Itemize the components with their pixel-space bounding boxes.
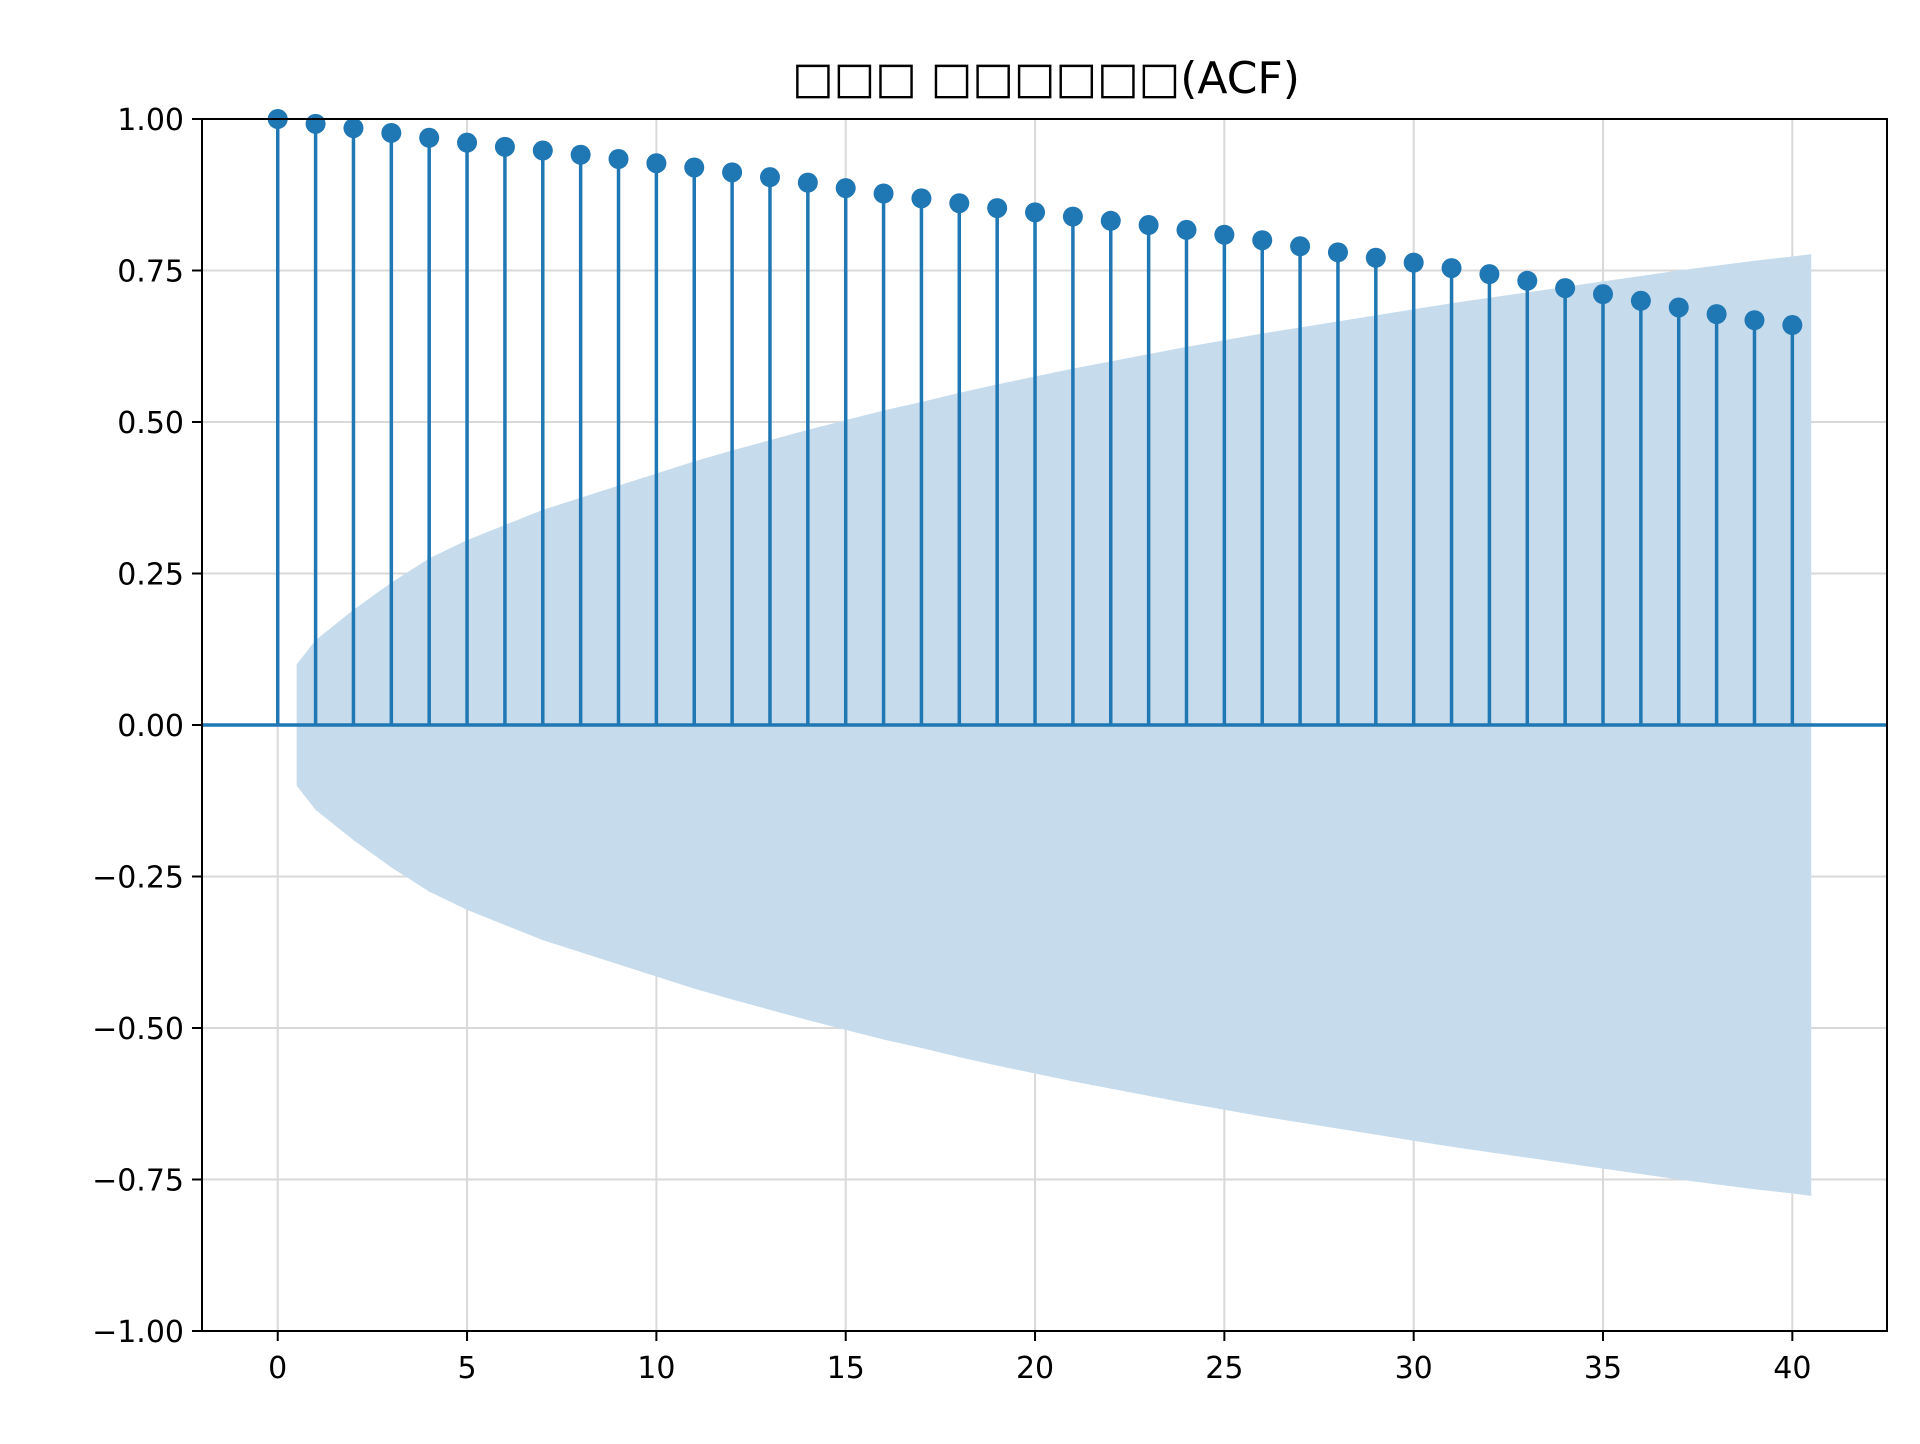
y-tick-label: 0.75	[117, 255, 184, 290]
x-tick-label: 15	[827, 1351, 865, 1386]
y-tick-label: 0.50	[117, 406, 184, 441]
y-tick-label: −0.50	[92, 1012, 184, 1047]
x-tick-label: 25	[1205, 1351, 1243, 1386]
x-tick-label: 40	[1773, 1351, 1811, 1386]
stem-marker-lag-1	[305, 113, 326, 134]
ticks-layer: 0 5 10 15 20 25 30 35 40 1.00 0.75 0.50 0.25 0.00 −0.2…	[92, 103, 1811, 1386]
stem-marker-lag-34	[1555, 278, 1576, 299]
stem-marker-lag-40	[1782, 315, 1803, 336]
stem-marker-lag-13	[759, 167, 780, 188]
stem-marker-lag-6	[494, 136, 515, 157]
stem-marker-lag-26	[1252, 230, 1273, 251]
stem-marker-lag-30	[1403, 252, 1424, 273]
y-tick-label: 1.00	[117, 103, 184, 138]
stem-marker-lag-15	[835, 178, 856, 199]
stem-marker-lag-3	[381, 122, 402, 143]
y-tick-label: 0.00	[117, 709, 184, 744]
stem-marker-lag-19	[987, 198, 1008, 219]
stem-marker-lag-39	[1744, 310, 1765, 331]
stem-marker-lag-35	[1593, 284, 1614, 305]
stem-marker-lag-18	[949, 193, 970, 214]
x-tick-label: 35	[1584, 1351, 1622, 1386]
y-tick-label: −1.00	[92, 1315, 184, 1350]
x-tick-label: 5	[458, 1351, 477, 1386]
stem-marker-lag-9	[608, 148, 629, 169]
stems-layer	[267, 109, 1803, 725]
stem-marker-lag-2	[343, 118, 364, 139]
stem-marker-lag-20	[1025, 202, 1046, 223]
y-tick-label: −0.25	[92, 861, 184, 896]
stem-marker-lag-23	[1138, 215, 1159, 236]
stem-marker-lag-25	[1214, 224, 1235, 245]
stem-marker-lag-12	[722, 162, 743, 183]
stem-marker-lag-17	[911, 188, 932, 209]
stem-marker-lag-8	[570, 144, 591, 165]
x-tick-label: 0	[268, 1351, 287, 1386]
stem-marker-lag-5	[457, 132, 478, 153]
stem-marker-lag-33	[1517, 270, 1538, 291]
stem-marker-lag-21	[1062, 206, 1083, 227]
stem-marker-lag-22	[1100, 210, 1121, 231]
stem-marker-lag-24	[1176, 219, 1197, 240]
x-tick-label: 30	[1395, 1351, 1433, 1386]
y-tick-label: −0.75	[92, 1164, 184, 1199]
chart-title: □□□ □□□□□□(ACF)	[792, 53, 1300, 104]
stem-marker-lag-10	[646, 153, 667, 174]
stem-marker-lag-37	[1668, 297, 1689, 318]
stem-marker-lag-38	[1706, 304, 1727, 325]
stem-marker-lag-28	[1327, 242, 1348, 263]
stem-marker-lag-16	[873, 183, 894, 204]
y-tick-label: 0.25	[117, 558, 184, 593]
x-tick-label: 10	[637, 1351, 675, 1386]
stem-marker-lag-4	[419, 127, 440, 148]
stem-marker-lag-36	[1630, 290, 1651, 311]
stem-marker-lag-7	[532, 140, 553, 161]
stem-marker-lag-31	[1441, 258, 1462, 279]
x-tick-label: 20	[1016, 1351, 1054, 1386]
stem-marker-lag-29	[1365, 247, 1386, 268]
stem-marker-lag-32	[1479, 264, 1500, 285]
stem-marker-lag-14	[797, 172, 818, 193]
stem-marker-lag-27	[1290, 236, 1311, 257]
stem-marker-lag-11	[684, 157, 705, 178]
